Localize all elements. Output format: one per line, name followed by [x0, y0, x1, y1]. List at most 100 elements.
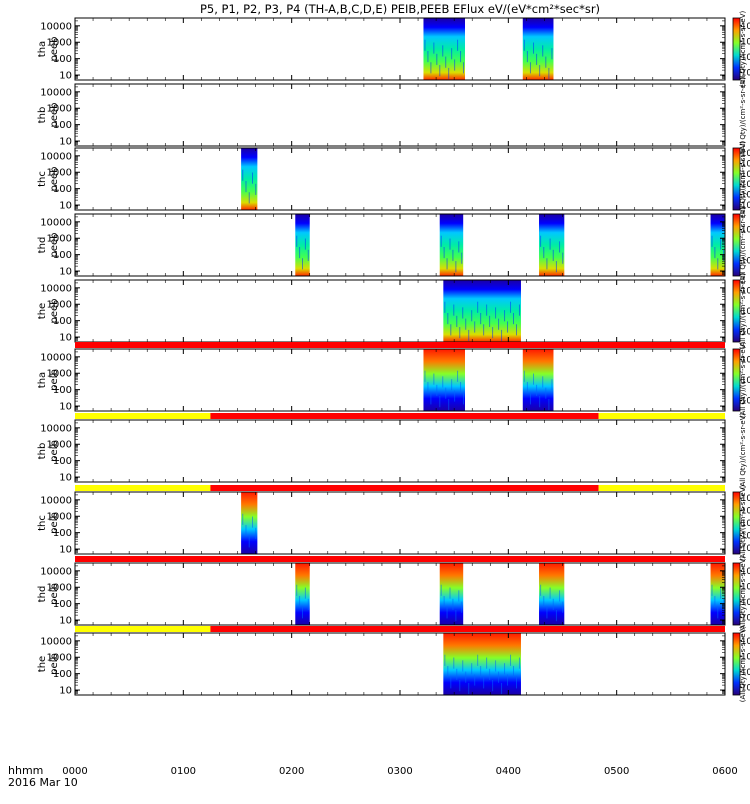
y-tick-label: 100: [53, 120, 72, 131]
panel-frame: [74, 491, 726, 555]
y-tick-label: 1000: [47, 300, 72, 311]
panel-label-product: peeb: [49, 37, 60, 62]
panel-frame: [74, 562, 726, 626]
y-tick-label: 10000: [40, 217, 72, 228]
data-interval: [439, 214, 464, 276]
x-tick-label: 0500: [604, 766, 629, 777]
panel-stack: 10 100 1000 10000 tha peeb 10⁵ 10⁶ 10⁷ 10⁸ (All Qt…: [37, 11, 750, 703]
panel-label-probe: tha: [37, 372, 48, 388]
y-tick-label: 10: [59, 545, 72, 556]
y-tick-label: 10000: [40, 87, 72, 98]
panel-label-product: peib: [49, 369, 60, 391]
y-tick-label: 10: [59, 686, 72, 697]
colorbar-tick-label: 10⁴: [741, 598, 750, 608]
colorbar-label: (All Qty)/(cm²-s-sr-eV): [739, 273, 747, 350]
y-tick-label: 1000: [47, 440, 72, 451]
data-interval: [241, 492, 258, 554]
colorbar-tick-label: 10³: [741, 397, 750, 407]
figure-title: P5, P1, P2, P3, P4 (TH-A,B,C,D,E) PEIB,P…: [200, 2, 600, 16]
colorbar-label: (All Qty)/(cm²-s-sr-eV): [739, 413, 747, 490]
data-interval: [539, 214, 565, 276]
panel-label-probe: thc: [37, 515, 48, 531]
data-interval: [295, 563, 310, 625]
panel-label-probe: thd: [37, 586, 48, 603]
colorbar-tick-label: 10⁸: [741, 22, 750, 32]
panel-frame: [74, 348, 726, 412]
colorbar-label: (All Qty)/(cm²-s-sr-eV): [739, 342, 747, 419]
flag-segment: [598, 413, 725, 419]
panel-frame: [74, 213, 726, 277]
y-tick-label: 10: [59, 267, 72, 278]
y-tick-label: 10: [59, 616, 72, 627]
panel-label-product: peeb: [49, 299, 60, 324]
colorbar-tick-label: 10⁵: [741, 180, 750, 190]
colorbar: [732, 562, 741, 626]
colorbar-tick-label: 10⁶: [741, 637, 750, 647]
colorbar: [732, 632, 741, 696]
colorbar-tick-label: 10⁴: [741, 376, 750, 386]
x-tick-label: 0600: [712, 766, 737, 777]
flag-segment: [210, 626, 725, 632]
y-tick-label: 10: [59, 402, 72, 413]
panel-label-probe: thb: [37, 443, 48, 460]
y-tick-label: 10000: [40, 283, 72, 294]
data-interval: [710, 214, 725, 276]
data-interval: [710, 563, 725, 625]
colorbar-tick-label: 10⁷: [741, 160, 750, 170]
panel-label-product: peeb: [49, 103, 60, 128]
x-tick-label: 0000: [62, 766, 87, 777]
colorbar-tick-label: 10⁴: [741, 191, 750, 201]
flag-segment: [75, 556, 725, 562]
y-tick-label: 100: [53, 599, 72, 610]
panel-label-product: peeb: [49, 233, 60, 258]
y-tick-label: 10: [59, 137, 72, 148]
panel-label-probe: the: [37, 303, 48, 319]
panel-thb-peeb: 10 100 1000 10000 thb peeb (All Qty)/(cm²-s-sr…: [37, 77, 747, 154]
y-tick-label: 1000: [47, 583, 72, 594]
colorbar: [732, 213, 741, 277]
y-tick-label: 100: [53, 54, 72, 65]
panel-frame: [74, 17, 726, 81]
y-tick-label: 100: [53, 316, 72, 327]
data-interval: [423, 349, 465, 411]
data-interval: [539, 563, 565, 625]
flag-segment: [598, 485, 725, 491]
colorbar-tick-label: 10⁶: [741, 53, 750, 63]
y-tick-label: 10000: [40, 151, 72, 162]
flag-segment: [75, 342, 725, 348]
y-tick-label: 10000: [40, 352, 72, 363]
x-tick-label: 0200: [279, 766, 304, 777]
y-tick-label: 100: [53, 528, 72, 539]
y-tick-label: 10000: [40, 423, 72, 434]
colorbar-label: (All Qty)/(cm²-s-sr-eV): [739, 77, 747, 154]
colorbar-tick-label: 10⁵: [741, 652, 750, 662]
panel-frame: [74, 419, 726, 483]
colorbar-tick-label: 10⁵: [741, 68, 750, 78]
colorbar-tick-label: 10⁶: [741, 567, 750, 577]
colorbar-tick-label: 10⁷: [741, 286, 750, 296]
panel-label-probe: thd: [37, 237, 48, 254]
colorbar: [732, 147, 741, 211]
y-tick-label: 100: [53, 250, 72, 261]
y-tick-label: 100: [53, 456, 72, 467]
y-tick-label: 1000: [47, 38, 72, 49]
x-tick-label: 0300: [387, 766, 412, 777]
y-tick-label: 10: [59, 201, 72, 212]
panel-frame: [74, 632, 726, 696]
colorbar-tick-label: 10⁶: [741, 307, 750, 317]
data-interval: [443, 280, 521, 342]
y-tick-label: 10000: [40, 495, 72, 506]
colorbar-tick-label: 10³: [741, 201, 750, 211]
data-interval: [439, 563, 464, 625]
panel-label-probe: thc: [37, 171, 48, 187]
data-interval: [522, 349, 554, 411]
panel-label-product: peib: [49, 512, 60, 534]
y-tick-label: 100: [53, 669, 72, 680]
flag-segment: [75, 485, 211, 491]
